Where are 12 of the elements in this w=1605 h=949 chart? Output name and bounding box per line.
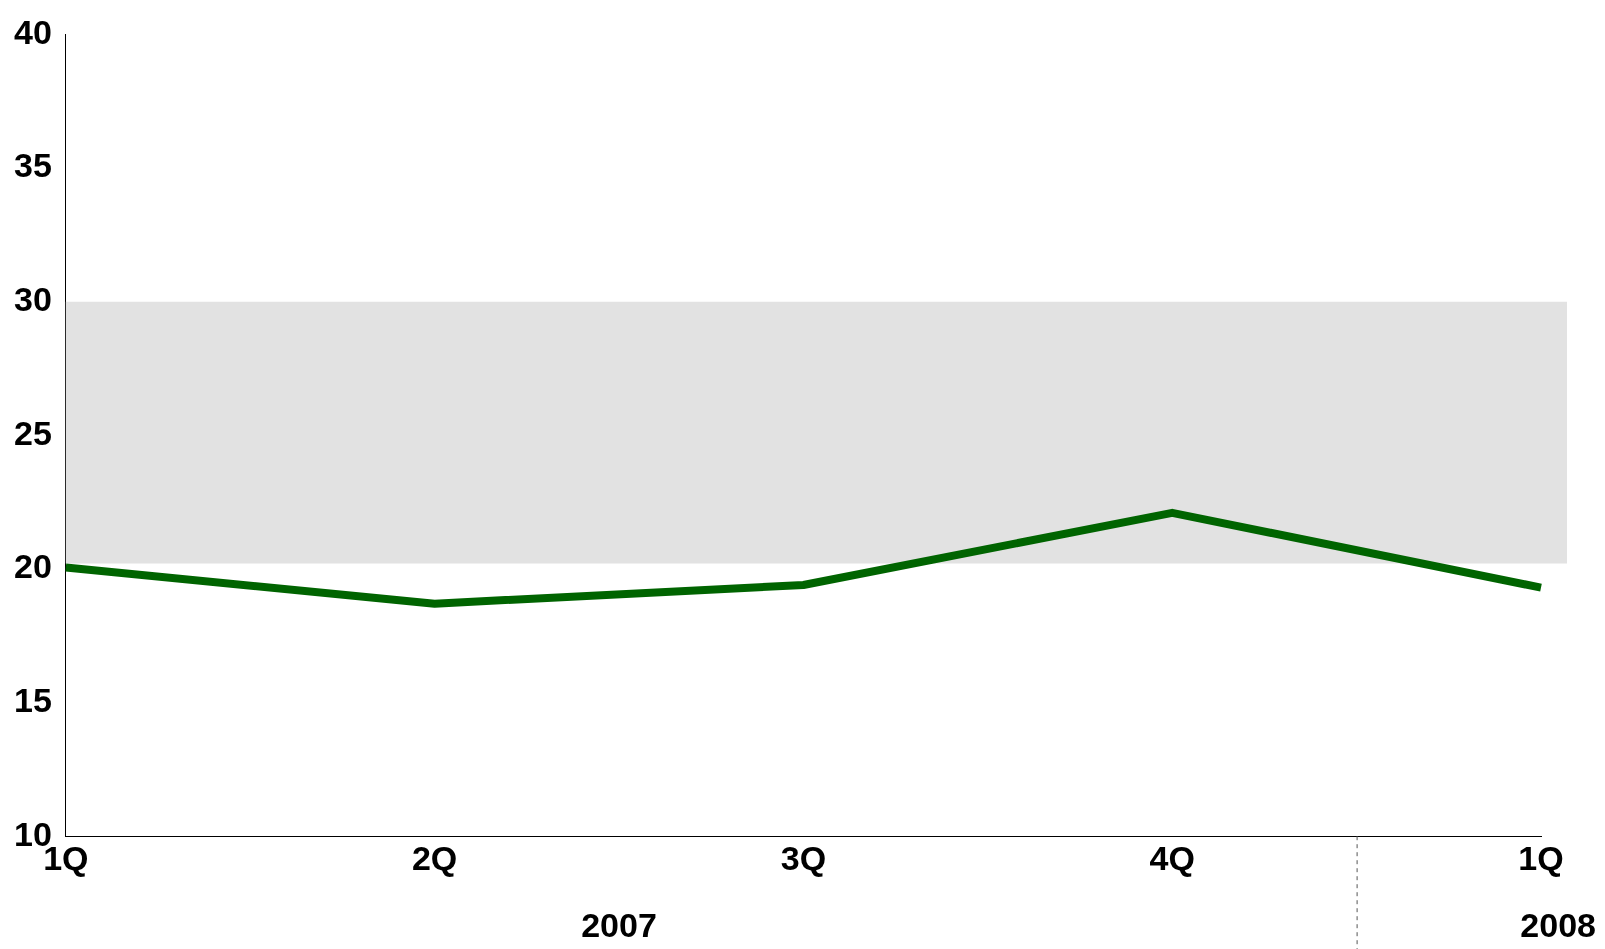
y-tick-label: 30 (13, 280, 52, 319)
y-tick-label: 35 (13, 146, 52, 185)
y-tick-label: 25 (13, 413, 52, 452)
text: 2007 (581, 906, 657, 945)
y-tick-label: 40 (13, 12, 52, 51)
x-tick-label: 1Q (1518, 838, 1564, 877)
x-tick-label: 4Q (1149, 838, 1195, 877)
x-tick-label: 3Q (780, 838, 827, 877)
y-tick-label: 20 (13, 547, 52, 586)
x-tick-label: 2Q (411, 838, 458, 877)
text: 2008 (1520, 906, 1596, 945)
y-tick-label: 15 (13, 680, 52, 719)
